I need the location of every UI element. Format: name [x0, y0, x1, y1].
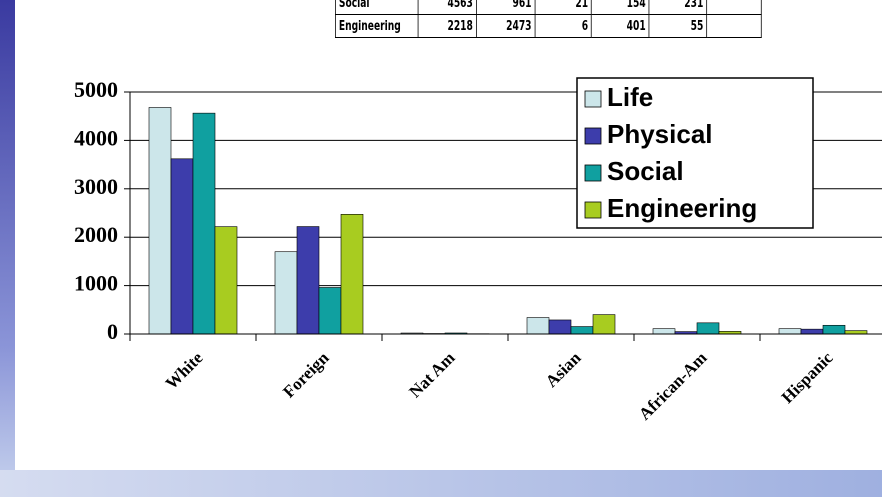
table-cell	[706, 14, 762, 38]
legend-label: Social	[607, 156, 684, 186]
x-tick-label: African-Am	[635, 348, 711, 424]
bar	[652, 328, 676, 335]
bar	[592, 314, 616, 335]
bar	[340, 214, 364, 335]
table-cell: 2473	[475, 14, 536, 38]
x-tick-label: Asian	[542, 348, 585, 391]
bar	[570, 326, 594, 335]
y-tick-label: 4000	[74, 125, 118, 150]
bar	[548, 319, 572, 335]
legend-label: Life	[607, 82, 653, 112]
x-tick-label: White	[162, 348, 207, 393]
bar	[296, 226, 320, 335]
bar	[170, 158, 194, 335]
x-tick-label: Nat Am	[405, 348, 458, 401]
y-tick-label: 3000	[74, 174, 118, 199]
bar	[696, 322, 720, 335]
bottom-bar	[0, 470, 882, 497]
table-row: Engineering 2218 2473 6 401 55	[335, 14, 762, 38]
bar	[148, 107, 172, 335]
y-tick-label: 2000	[74, 222, 118, 247]
legend-label: Engineering	[607, 193, 757, 223]
y-tick-label: 0	[107, 319, 118, 344]
y-tick-label: 5000	[74, 77, 118, 102]
legend-swatch	[584, 164, 602, 182]
y-tick-label: 1000	[74, 271, 118, 296]
bar	[778, 328, 802, 335]
data-table: Social 4563 961 21 154 231 Engineering 2218 2473…	[335, 0, 762, 38]
x-tick-label: Foreign	[279, 348, 333, 402]
table-cell: 401	[591, 14, 650, 38]
bar	[526, 317, 550, 335]
bar	[214, 226, 238, 335]
legend-box	[576, 77, 814, 229]
bar	[822, 324, 846, 335]
bar	[800, 328, 824, 335]
chart: 0 1000 2000 3000 4000 5000 White Foreign Nat Am A…	[74, 77, 882, 424]
bar	[844, 330, 868, 335]
table-cell: 55	[648, 14, 708, 38]
legend-swatch	[584, 127, 602, 145]
legend-swatch	[584, 201, 602, 219]
bar	[274, 251, 298, 335]
left-bar	[0, 0, 15, 497]
x-tick-label: Hispanic	[778, 348, 837, 407]
bar	[318, 287, 342, 335]
legend-swatch	[584, 90, 602, 108]
legend-label: Physical	[607, 119, 713, 149]
bar	[192, 112, 216, 335]
